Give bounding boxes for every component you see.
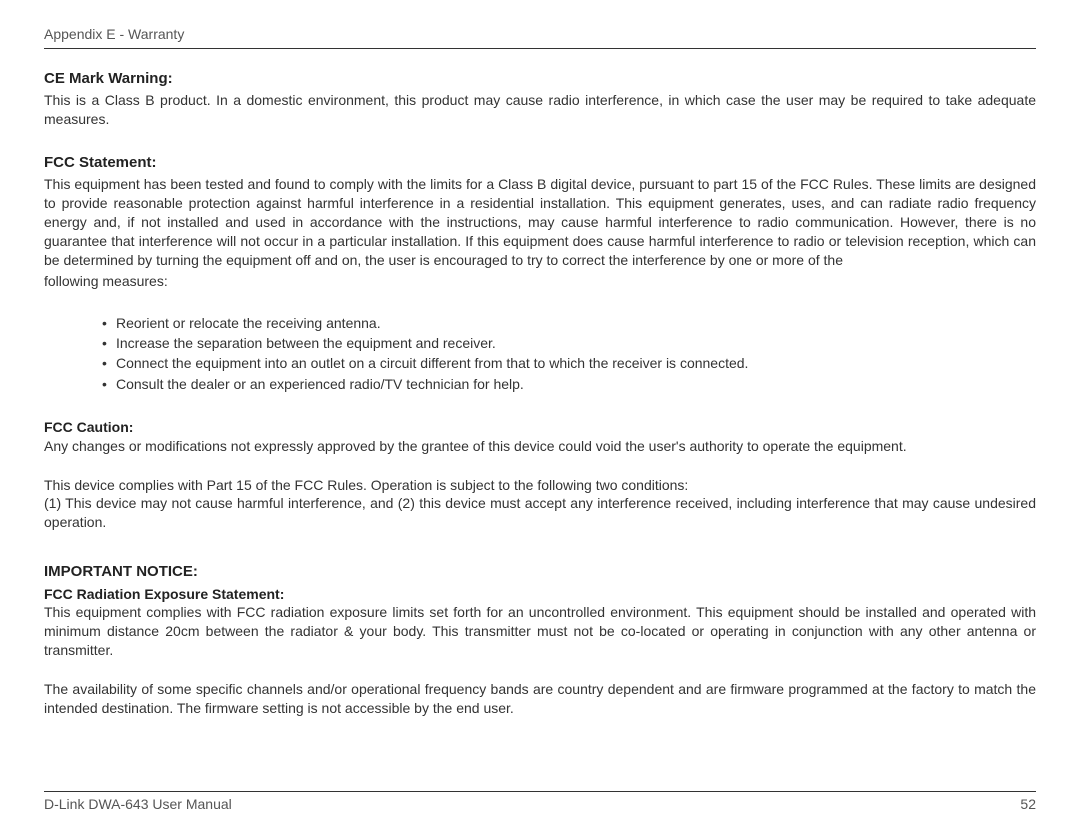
fcc-caution-paragraph: Any changes or modifications not express…: [44, 437, 1036, 456]
page-footer: D-Link DWA-643 User Manual 52: [44, 791, 1036, 812]
list-item: Reorient or relocate the receiving anten…: [102, 313, 1036, 333]
page-number: 52: [1020, 796, 1036, 812]
notice-paragraph-2: The availability of some specific channe…: [44, 680, 1036, 718]
notice-paragraph-1: This equipment complies with FCC radiati…: [44, 603, 1036, 660]
fcc-compliance-conditions: (1) This device may not cause harmful in…: [44, 494, 1036, 532]
fcc-paragraph-1b: following measures:: [44, 272, 1036, 291]
fcc-compliance-intro: This device complies with Part 15 of the…: [44, 476, 1036, 495]
fcc-bullets: Reorient or relocate the receiving anten…: [102, 313, 1036, 394]
list-item: Consult the dealer or an experienced rad…: [102, 374, 1036, 394]
page-content: CE Mark Warning: This is a Class B produ…: [44, 69, 1036, 718]
fcc-caution-heading: FCC Caution:: [44, 418, 1036, 437]
fcc-heading: FCC Statement:: [44, 153, 1036, 173]
ce-heading: CE Mark Warning:: [44, 69, 1036, 89]
ce-paragraph: This is a Class B product. In a domestic…: [44, 91, 1036, 129]
header-text: Appendix E - Warranty: [44, 26, 184, 42]
page-header: Appendix E - Warranty: [44, 26, 1036, 49]
fcc-radiation-heading: FCC Radiation Exposure Statement:: [44, 585, 1036, 604]
footer-left: D-Link DWA-643 User Manual: [44, 796, 232, 812]
fcc-paragraph-1: This equipment has been tested and found…: [44, 175, 1036, 269]
list-item: Increase the separation between the equi…: [102, 333, 1036, 353]
important-notice-heading: IMPORTANT NOTICE:: [44, 562, 1036, 582]
list-item: Connect the equipment into an outlet on …: [102, 353, 1036, 373]
